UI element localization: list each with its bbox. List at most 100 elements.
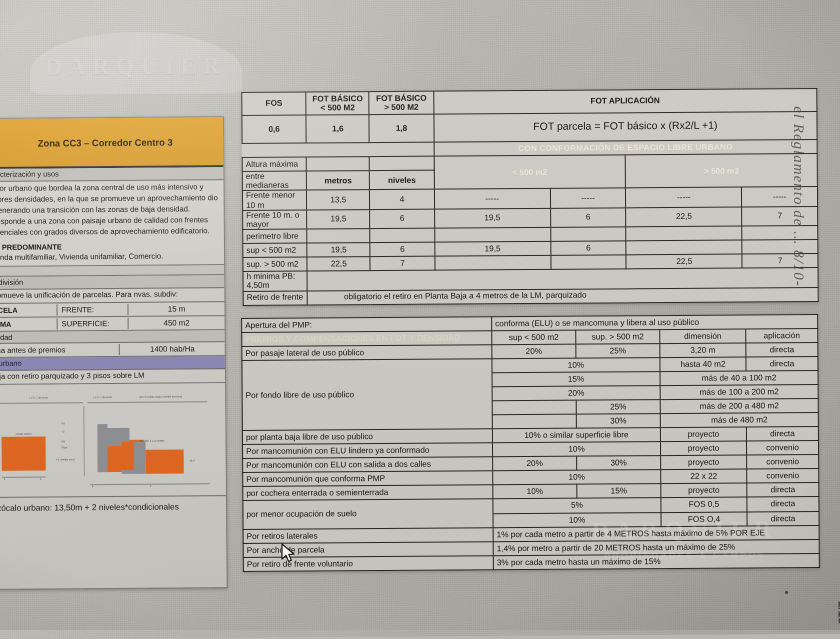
td-dimension-8: proyecto	[660, 454, 747, 470]
td-elu-mayor-niveles-6: 7	[742, 253, 819, 269]
table1-values-row: 0,6 1,6 1,8 FOT parcela = FOT básico x (…	[241, 111, 818, 144]
td-dimension-4: más de 200 a 480 m2	[660, 398, 819, 414]
td-dimension-2: más de 40 a 100 m2	[660, 370, 819, 386]
densidad-value: 1400 hab/Ha	[149, 344, 195, 355]
td-niveles-6: 7	[370, 256, 435, 271]
td-dimension-1: hasta 40 m2	[659, 356, 747, 372]
td-dimension-0: 3,20 m	[659, 342, 746, 358]
td-dimension-9: 22 x 22	[660, 468, 747, 484]
td-menor-6: 10% o similar superficie libre	[492, 427, 661, 443]
green-sub-menor: < 500 m2	[433, 154, 626, 190]
td-niveles-4	[370, 228, 435, 243]
td-concept-11: por menor ocupación de suelo	[242, 498, 494, 530]
td-elu-menor-metros-3: 19,5	[434, 208, 551, 229]
td-aplicacion-6: directa	[746, 426, 819, 441]
th-fos: FOS	[241, 92, 307, 116]
td-row-label-1: entre medianeras	[242, 171, 307, 191]
th-sup-menor: sup < 500 m2	[491, 330, 576, 345]
td-menor-10: 10%	[492, 484, 577, 499]
fot-parameters-table: FOS FOT BÁSICO < 500 M2 FOT BÁSICO > 500 M…	[241, 87, 819, 306]
td-niveles-2: 4	[369, 189, 435, 210]
td-metros-6: 22,5	[307, 256, 371, 272]
ink-dot	[785, 591, 788, 594]
td-elu-mayor-metros-2: -----	[625, 187, 742, 208]
td-menor-8: 20%	[492, 456, 577, 471]
zocalo-footer-note: zócalo urbano: 13,50m + 2 niveles*condic…	[0, 501, 179, 513]
td-menor-1: 10%	[491, 357, 661, 373]
td-row-label-7: h minima PB: 4,50m	[243, 271, 308, 292]
td-elu-menor-metros-4	[434, 227, 551, 243]
td-aplicacion-11: directa	[746, 496, 819, 512]
td-dimension-7: proyecto	[660, 440, 747, 456]
page-number: 1/18	[835, 600, 840, 624]
margin-handwriting: el Reglamento de ... 8/10-	[790, 106, 807, 287]
td-menor-3: 20%	[492, 385, 661, 401]
td-row-label-0: Altura máxima	[242, 157, 307, 172]
zone-description: ctor urbano que bordea la zona central d…	[0, 182, 218, 237]
td-dimension-6: proyecto	[660, 426, 747, 442]
td-aplicacion-12: directa	[746, 510, 820, 526]
td-niveles-5: 6	[370, 242, 435, 257]
td-niveles-0	[369, 156, 434, 171]
densidad-key: ima antes de premios	[0, 344, 120, 357]
td-elu-menor-niveles-5: 6	[550, 240, 627, 256]
th-sup-mayor: sup. > 500 m2	[575, 329, 660, 345]
td-menor-7: 10%	[492, 441, 661, 457]
urban-profile-diagram: LM L.F.E. / de fondo L.F.E. / de fondo a…	[0, 382, 226, 498]
td-aplicacion-1: directa	[745, 356, 819, 371]
td-mayor-4: 25%	[576, 399, 661, 415]
td-menor-5	[492, 414, 577, 429]
td-elu-menor-niveles-4	[550, 226, 627, 242]
td-aplicacion-0: directa	[745, 342, 818, 357]
th-aplicacion: aplicación	[745, 328, 818, 343]
td-elu-mayor-metros-5	[626, 240, 743, 255]
td-metros-4	[306, 228, 371, 244]
td-niveles-1: niveles	[369, 170, 435, 190]
td-menor-2: 15%	[492, 371, 661, 387]
td-aplicacion-10: directa	[746, 482, 819, 497]
td-dimension-10: proyecto	[660, 482, 747, 498]
td-fos-value: 0,6	[241, 115, 307, 144]
td-elu-menor-niveles-2: -----	[550, 188, 626, 209]
td-aplicacion-8: convenio	[746, 454, 819, 469]
td-fot-formula: FOT parcela = FOT básico x (Rx2/L +1)	[433, 111, 818, 143]
td-fot-basico-menor-value: 1,6	[306, 114, 370, 144]
td-row-label-6: sup. > 500 m2	[242, 257, 308, 272]
td-elu-mayor-niveles-2: -----	[741, 186, 818, 207]
td-dimension-11: FOS 0,5	[660, 496, 747, 513]
td-metros-2: 13,5	[306, 189, 370, 210]
th-dimension: dimensión	[659, 328, 746, 344]
td-elu-menor-niveles-6	[550, 254, 627, 270]
td-elu-menor-metros-2: -----	[434, 188, 551, 209]
td-metros-0	[306, 156, 370, 172]
th-fot-basico-menor: FOT BÁSICO < 500 M2	[306, 91, 370, 116]
td-elu-mayor-metros-3: 22,5	[625, 206, 743, 227]
td-elu-mayor-niveles-4	[742, 225, 818, 241]
td-menor-11: 5%	[492, 497, 661, 514]
td-mayor-5: 30%	[576, 413, 661, 429]
td-elu-mayor-metros-6: 22,5	[626, 254, 743, 269]
td-elu-menor-metros-6	[434, 255, 551, 271]
td-mayor-0: 25%	[575, 343, 660, 359]
td-niveles-3: 6	[369, 208, 435, 229]
parcela-label-line2: NIMA	[0, 317, 58, 330]
mouse-cursor-icon	[281, 543, 295, 562]
concept-fondo-libre-line1: Por fondo libre de uso público	[245, 390, 355, 400]
td-menor-12: 10%	[492, 512, 662, 528]
td-retiro-label: Retiro de frente	[243, 290, 308, 306]
td-elu-mayor-niveles-3: 7	[741, 206, 818, 227]
th-fot-aplicacion: FOT APLICACIÓN	[433, 88, 817, 115]
frente-key: FRENTE:	[57, 303, 129, 315]
td-menor-4	[492, 400, 577, 415]
frente-value: 15 m	[167, 303, 186, 314]
td-mayor-8: 30%	[576, 455, 661, 471]
td-concept-fondo-libre: Por fondo libre de uso público	[241, 358, 493, 431]
td-elu-mayor-niveles-5	[742, 239, 818, 255]
td-dimension-5: más de 480 m2	[660, 412, 819, 428]
table1-row-altura-maxima: Altura máxima < 500 m2 > 500 m2	[242, 153, 818, 190]
th-fot-basico-mayor: FOT BÁSICO > 500 M2	[369, 91, 434, 115]
td-dimension-12: FOS O,4	[660, 511, 748, 527]
td-aplicacion-9: convenio	[746, 468, 819, 483]
td-mayor-10: 15%	[576, 483, 661, 499]
td-row-label-3: Frente 10 m. o mayor	[242, 209, 307, 230]
